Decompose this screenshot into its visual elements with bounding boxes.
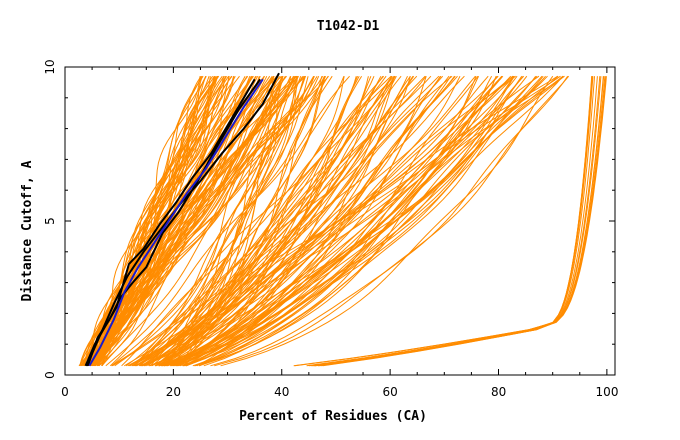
highlight-series-line: [88, 78, 264, 367]
model-curve: [183, 75, 360, 367]
model-curve: [111, 75, 392, 367]
model-curve: [163, 75, 489, 367]
model-curve: [158, 76, 345, 367]
model-curve: [124, 75, 465, 367]
highlight-series-line: [86, 78, 261, 367]
model-curve: [105, 75, 350, 367]
model-curve: [169, 75, 513, 367]
model-curve: [182, 76, 369, 367]
model-curve: [158, 75, 359, 367]
y-tick-label: 0: [43, 371, 57, 379]
model-curve: [165, 75, 528, 367]
model-curve: [151, 75, 385, 367]
x-tick-label: 40: [274, 385, 289, 399]
y-axis-label: Distance Cutoff, A: [20, 160, 35, 301]
model-curve: [89, 75, 329, 367]
model-curve: [88, 75, 275, 367]
model-curve: [185, 75, 479, 367]
model-curve: [308, 76, 593, 367]
axis-ticks: [64, 66, 615, 376]
y-tick-label: 10: [43, 59, 57, 74]
model-curve: [149, 75, 455, 367]
model-curve: [155, 75, 333, 367]
model-curve: [164, 76, 284, 367]
y-tick-label: 5: [43, 217, 57, 225]
x-tick-label: 80: [491, 385, 506, 399]
model-curve: [314, 76, 607, 367]
model-curve: [172, 75, 537, 367]
model-curve: [194, 75, 564, 367]
model-curve: [183, 75, 504, 367]
model-curve: [79, 75, 207, 366]
highlight-curves: [84, 72, 280, 367]
model-curve: [317, 76, 598, 367]
model-curve: [175, 75, 393, 367]
model-curve: [92, 75, 287, 367]
model-curve: [150, 75, 393, 367]
model-curve: [140, 76, 275, 367]
x-axis-label: Percent of Residues (CA): [239, 409, 427, 424]
model-curve: [203, 76, 497, 367]
model-curve: [185, 75, 503, 367]
model-curve: [94, 75, 282, 366]
model-curve: [90, 75, 230, 366]
model-curve: [214, 75, 570, 367]
model-curve: [160, 75, 363, 367]
model-curve: [194, 75, 493, 367]
model-curve: [210, 75, 569, 367]
model-curve: [167, 75, 544, 367]
model-curve: [121, 75, 395, 367]
model-curve: [196, 76, 411, 367]
model-curve: [87, 76, 216, 367]
model-curve: [98, 76, 315, 367]
model-curve: [143, 76, 277, 367]
x-tick-label: 100: [596, 385, 619, 399]
model-curve: [133, 75, 396, 367]
model-curve: [133, 75, 427, 367]
model-curve: [199, 76, 477, 367]
x-tick-label: 60: [383, 385, 398, 399]
model-curve: [112, 75, 558, 367]
model-curve: [141, 75, 402, 367]
x-tick-label: 0: [61, 385, 69, 399]
model-curve: [174, 75, 515, 367]
model-curve: [173, 75, 499, 367]
model-curve: [84, 75, 304, 367]
model-curve: [220, 75, 554, 367]
model-curve: [134, 75, 476, 367]
model-curve: [135, 75, 382, 367]
model-curve: [195, 75, 543, 367]
model-curve: [294, 76, 607, 367]
x-tick-label: 20: [166, 385, 181, 399]
model-curve: [170, 76, 298, 367]
model-curves: [78, 75, 607, 367]
model-curve: [177, 75, 415, 367]
model-curve: [170, 75, 397, 367]
model-curve: [163, 76, 282, 367]
model-curve: [155, 75, 418, 367]
chart-title: T1042-D1: [317, 19, 380, 34]
